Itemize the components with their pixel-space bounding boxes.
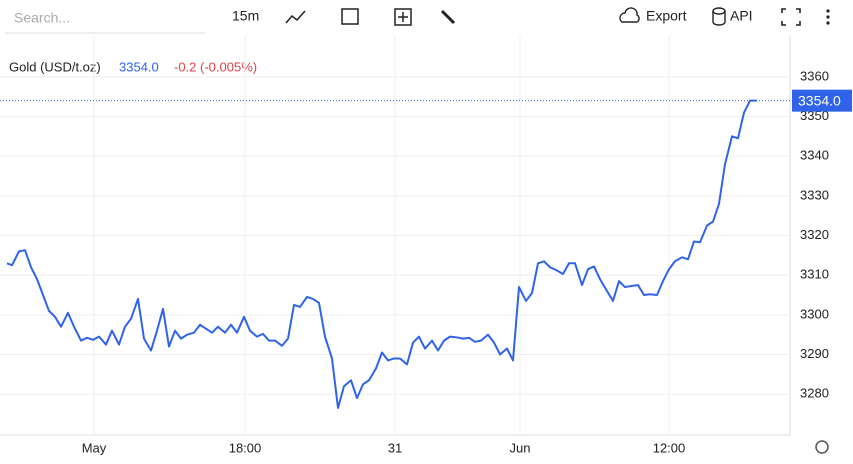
api-icon[interactable] <box>712 7 726 15</box>
x-tick-label: 31 <box>388 440 402 455</box>
last-price-badge <box>792 89 852 112</box>
y-tick-label: 3340 <box>800 148 829 163</box>
y-tick-label: 3310 <box>800 267 829 282</box>
instrument-name: Gold (USD/t.oz) <box>9 59 101 74</box>
price-change: -0.2 (-0.005%) <box>174 59 257 74</box>
last-price-label: 3354.0 <box>798 92 841 108</box>
x-tick-label: May <box>82 440 107 455</box>
price-line <box>6 99 757 410</box>
y-tick-label: 3290 <box>800 346 829 361</box>
add-icon[interactable] <box>394 8 412 26</box>
export-icon[interactable] <box>619 7 640 23</box>
y-tick-label: 3330 <box>800 187 829 202</box>
search-input[interactable]: Search... <box>14 10 70 26</box>
settings-wrench-icon[interactable] <box>440 9 456 25</box>
grid <box>0 36 790 435</box>
y-tick-label: 3350 <box>800 108 829 123</box>
y-tick-label: 3300 <box>800 306 829 321</box>
axis-settings-icon[interactable] <box>815 440 829 454</box>
x-tick-label: 18:00 <box>229 440 262 455</box>
export-button[interactable]: Export <box>646 8 687 24</box>
last-price: 3354.0 <box>119 59 159 74</box>
api-button[interactable]: API <box>730 8 753 24</box>
menu-icon[interactable] <box>826 9 830 25</box>
interval-button[interactable]: 15m <box>232 8 259 24</box>
y-tick-label: 3360 <box>800 68 829 83</box>
api-icon-body <box>712 11 726 26</box>
chart-type-icon[interactable] <box>285 10 306 24</box>
y-tick-label: 3320 <box>800 227 829 242</box>
calendar-icon[interactable] <box>341 8 359 25</box>
x-tick-label: 12:00 <box>653 440 686 455</box>
fullscreen-icon[interactable] <box>781 8 801 26</box>
x-tick-label: Jun <box>510 440 531 455</box>
toolbar: Search... 15m Export API <box>5 7 830 34</box>
add-icon-plus <box>398 12 408 22</box>
y-tick-label: 3280 <box>800 386 829 401</box>
